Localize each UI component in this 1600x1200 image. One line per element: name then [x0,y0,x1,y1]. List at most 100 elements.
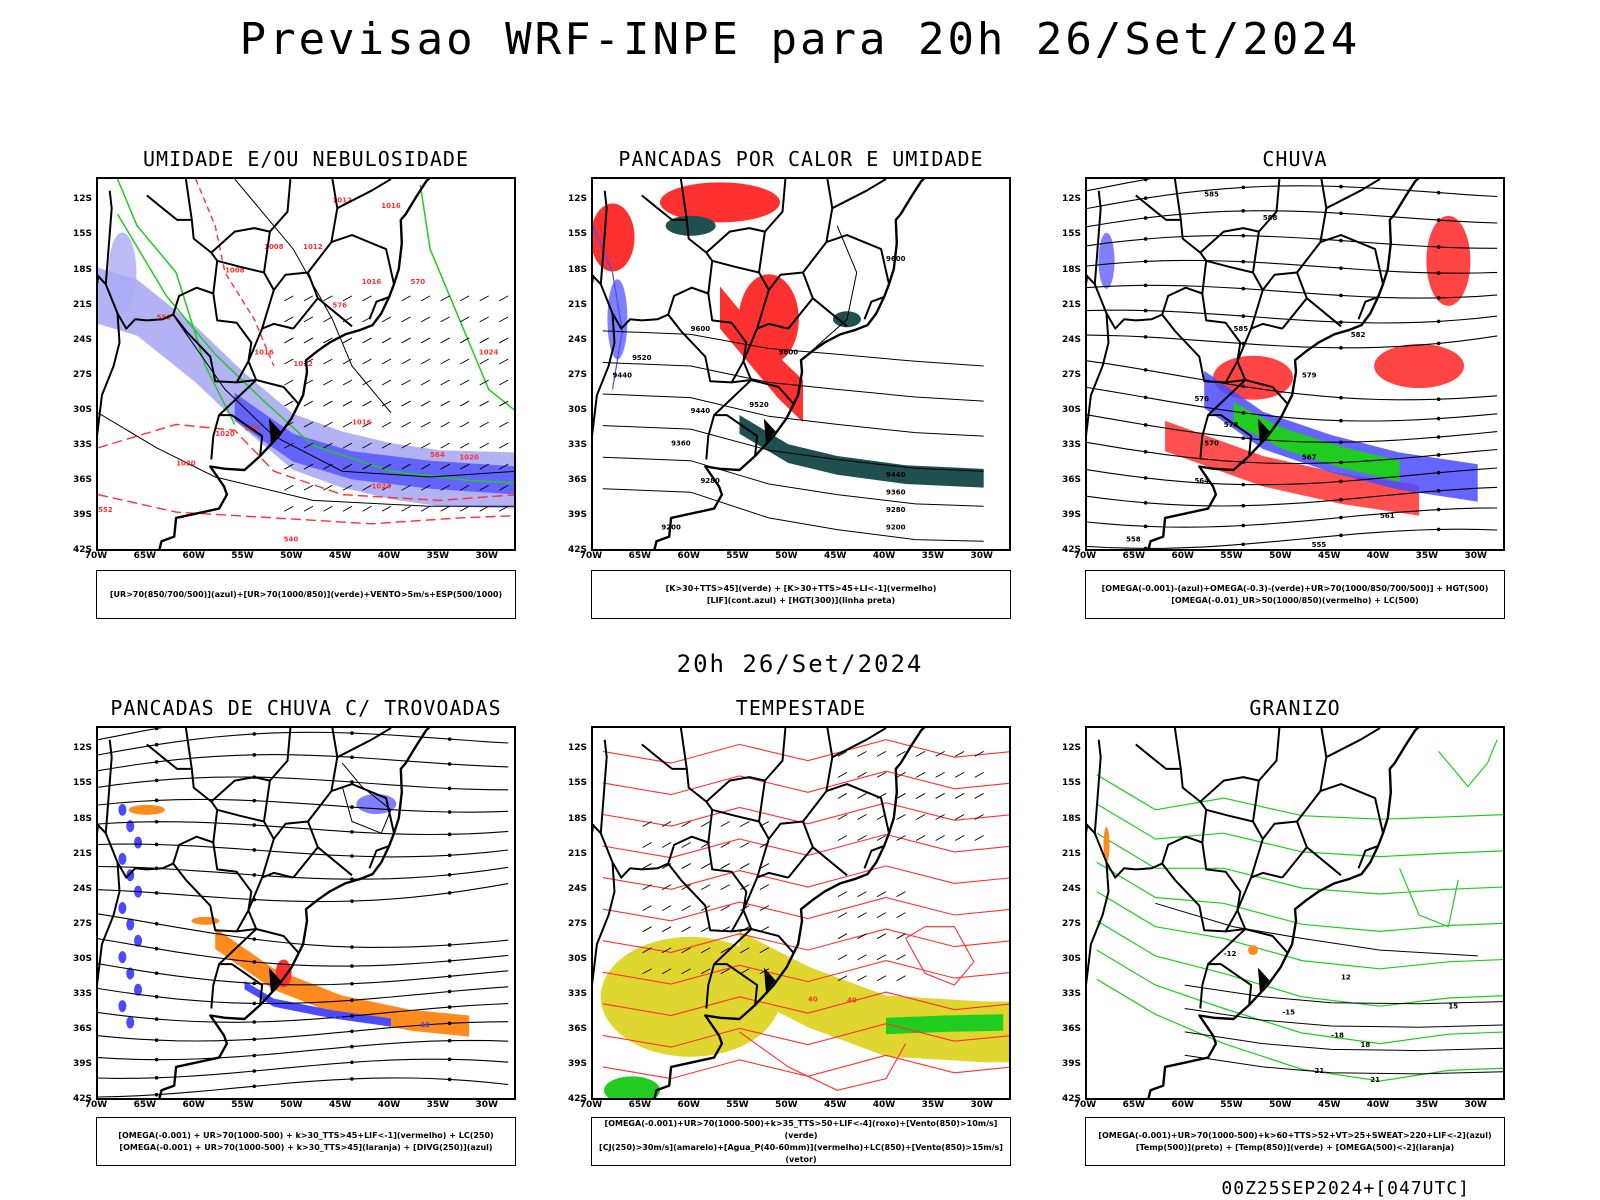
panel-title: GRANIZO [1249,696,1341,720]
streamline-arrow [1436,435,1441,439]
country-state-border [787,297,848,330]
humidity-andes-area [108,232,137,313]
temp500-contour [1184,1054,1503,1075]
wind-vector [303,463,314,470]
wind-850-vector [974,793,984,799]
wind-850-vector [896,772,906,778]
longitude-tick-label: 30W [970,551,993,561]
wind-vector [459,358,470,365]
streamline-arrow [154,921,159,926]
streamline-arrow [1436,416,1441,421]
country-state-border [742,322,794,405]
wind-vector [420,337,431,344]
lc850-streamline [739,1031,907,1091]
country-state-border [1199,414,1210,460]
streamline-arrow [1436,453,1441,457]
streamline-arrow [252,1037,257,1042]
longitude-tick-label: 30W [970,1100,993,1110]
wind-vector [420,358,431,365]
wind-850-vector [720,842,730,848]
streamline-arrow [1241,384,1246,389]
lc250-streamline [98,1058,509,1079]
divergence-area [134,983,143,996]
wind-vector [284,358,294,365]
wind-850-vector [642,821,652,827]
wind-vector [401,421,411,428]
streamline-arrow [252,732,257,736]
thickness-500-1000-contour [98,493,514,525]
lc500-streamline [1087,414,1498,443]
country-state-border [1296,179,1328,274]
country-state-border [1357,845,1379,869]
streamline-arrow [252,753,257,757]
latitude-tick-label: 33S [1061,439,1081,450]
wind-850-vector [876,933,887,940]
country-state-border [758,179,787,273]
wind-vector [459,295,470,302]
wind-vector [459,337,470,344]
latitude-tick-label: 15S [567,778,587,789]
streamline-arrow [447,1077,452,1082]
streamline-arrow [1143,501,1148,505]
panel-legend: [OMEGA(-0.001)+UR>70(1000-500)+k>60+TTS>… [1085,1117,1505,1166]
country-state-border [826,783,890,834]
wind-vector [420,316,431,323]
coastline [1087,179,1420,549]
wind-850-vector [661,821,672,827]
instability-area [593,203,635,272]
country-state-border [263,728,292,822]
country-state-border [599,739,608,834]
streamline-arrow [447,1021,452,1026]
wind-vector [342,421,353,428]
country-state-border [1236,322,1288,405]
wind-850-vector [876,954,887,961]
country-state-border [1201,842,1242,911]
wind-vector [342,463,353,470]
wind-vector [401,505,411,512]
country-state-border [593,743,714,879]
country-state-border [98,313,121,437]
panel-legend: [OMEGA(-0.001) + UR>70(1000-500) + k>30_… [96,1117,516,1166]
instability-orange-area [215,927,470,1037]
wind-850-vector [720,884,730,891]
lc500-streamline [1087,210,1498,228]
streamline-arrow [1143,423,1148,427]
lc500-streamline [1087,507,1498,528]
latitude-tick-label: 33S [72,988,92,999]
wind-vector [284,505,294,512]
wind-vector [499,358,509,365]
wind-vector [284,337,294,344]
latitude-tick-label: 15S [1061,778,1081,789]
country-state-border [98,194,219,330]
longitude-tick-label: 60W [677,551,700,561]
streamline-arrow [1339,515,1343,520]
country-state-border [1281,297,1342,330]
streamline-arrow [1241,286,1246,291]
country-state-border [1207,379,1253,457]
wind-850-vector [876,772,887,778]
lifted-index-contour [607,279,628,360]
latitude-tick-label: 12S [1061,743,1081,754]
lc500-streamline [1087,386,1498,422]
field-layer: -12 -15 -18 -21 12 15 18 21 [1096,739,1503,1084]
wind-vector [420,400,431,407]
contour-label: 564 [1194,477,1209,485]
wind-vector [440,337,450,344]
latitude-tick-label: 21S [72,299,92,310]
longitude-tick-label: 60W [1171,1100,1194,1110]
longitude-tick-label: 70W [1073,1100,1097,1110]
country-state-border [247,871,299,954]
wind-850-vector [759,905,770,912]
streamline-arrow [447,832,452,837]
contour-label: 21 [1370,1076,1380,1084]
streamline-arrow [1436,319,1441,324]
wind-vector [459,421,470,428]
streamline-arrow [1143,216,1148,220]
wind-vector [499,421,509,428]
contour-label: 9280 [886,506,906,514]
streamline-arrow [252,1084,257,1089]
streamline-arrow [1143,308,1148,313]
lc500-streamline [1087,467,1498,486]
lc500-streamline [1087,309,1498,324]
